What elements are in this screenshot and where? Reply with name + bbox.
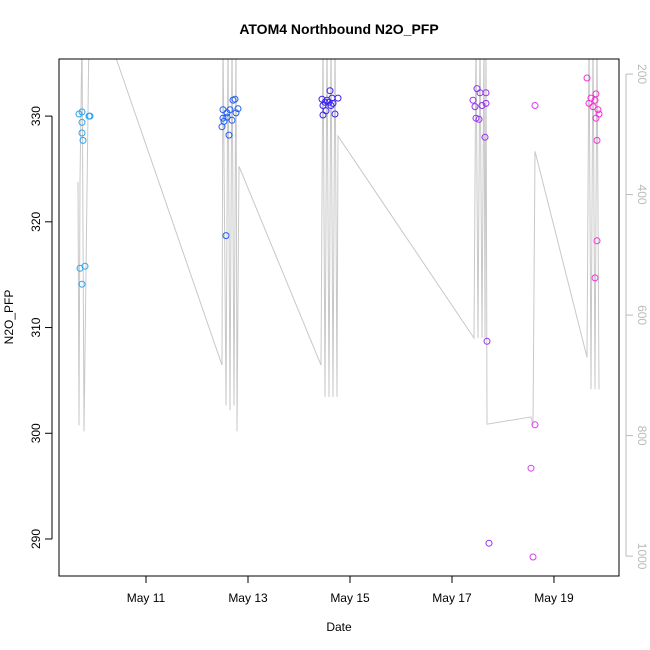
data-point <box>482 89 490 97</box>
data-point <box>589 103 597 111</box>
data-point <box>594 106 602 114</box>
data-point <box>329 99 337 107</box>
data-point <box>219 114 227 122</box>
x-tick-label: May 11 <box>127 591 166 605</box>
x-axis-label: Date <box>326 620 352 634</box>
data-point <box>591 96 599 104</box>
x-tick-label: May 17 <box>432 591 472 605</box>
data-point <box>226 106 234 114</box>
data-point <box>591 274 599 282</box>
data-point <box>481 133 489 141</box>
data-point <box>485 539 493 547</box>
data-point <box>331 110 339 118</box>
y2-tick-label: 800 <box>635 426 649 446</box>
data-point <box>592 90 600 98</box>
data-point <box>592 114 600 122</box>
data-point <box>472 114 480 122</box>
data-point <box>218 123 226 131</box>
data-point <box>473 85 481 93</box>
y2-tick-label: 200 <box>635 64 649 84</box>
data-point <box>531 421 539 429</box>
profile-line-layer <box>77 59 600 432</box>
data-point <box>232 109 240 117</box>
data-point <box>593 136 601 144</box>
data-point <box>327 102 335 109</box>
data-point <box>81 262 89 270</box>
data-point <box>527 464 535 472</box>
data-point <box>483 337 491 345</box>
data-point <box>469 96 477 104</box>
data-point <box>531 102 539 109</box>
data-point <box>334 94 342 102</box>
data-point <box>228 116 236 124</box>
y-tick-label: 320 <box>29 211 43 231</box>
y-tick-label: 290 <box>29 529 43 549</box>
data-point <box>78 280 86 288</box>
axes-layer: May 11 May 13 May 15 May 17 May 19 290 300 310 3… <box>29 64 649 605</box>
y2-tick-label: 600 <box>635 305 649 325</box>
x-tick-label: May 19 <box>534 591 574 605</box>
chart-title: ATOM4 Northbound N2O_PFP <box>239 21 438 37</box>
y-tick-label: 330 <box>29 106 43 126</box>
data-point <box>319 111 327 119</box>
y-axis-label: N2O_PFP <box>2 290 16 345</box>
points-layer <box>75 74 603 561</box>
data-point <box>231 95 239 103</box>
data-point <box>482 99 490 107</box>
data-point <box>86 112 94 120</box>
data-point <box>234 105 242 113</box>
y-tick-label: 310 <box>29 317 43 337</box>
data-point <box>223 113 231 121</box>
data-point <box>78 108 86 116</box>
data-point <box>79 136 87 144</box>
plot-frame <box>58 58 620 577</box>
data-point <box>529 553 537 561</box>
data-point <box>321 98 329 106</box>
data-point <box>222 232 230 240</box>
data-point <box>225 131 233 139</box>
y2-tick-label: 1000 <box>635 543 649 570</box>
data-point <box>78 129 86 137</box>
y2-tick-label: 400 <box>635 185 649 205</box>
data-point <box>593 237 601 245</box>
data-point <box>78 118 86 126</box>
y-tick-label: 300 <box>29 423 43 443</box>
data-point <box>478 102 486 109</box>
x-tick-label: May 15 <box>330 591 370 605</box>
data-point <box>583 74 591 82</box>
profile-line <box>77 59 600 432</box>
x-tick-label: May 13 <box>228 591 268 605</box>
data-point <box>471 103 479 111</box>
data-point <box>475 115 483 123</box>
data-point <box>326 87 334 95</box>
